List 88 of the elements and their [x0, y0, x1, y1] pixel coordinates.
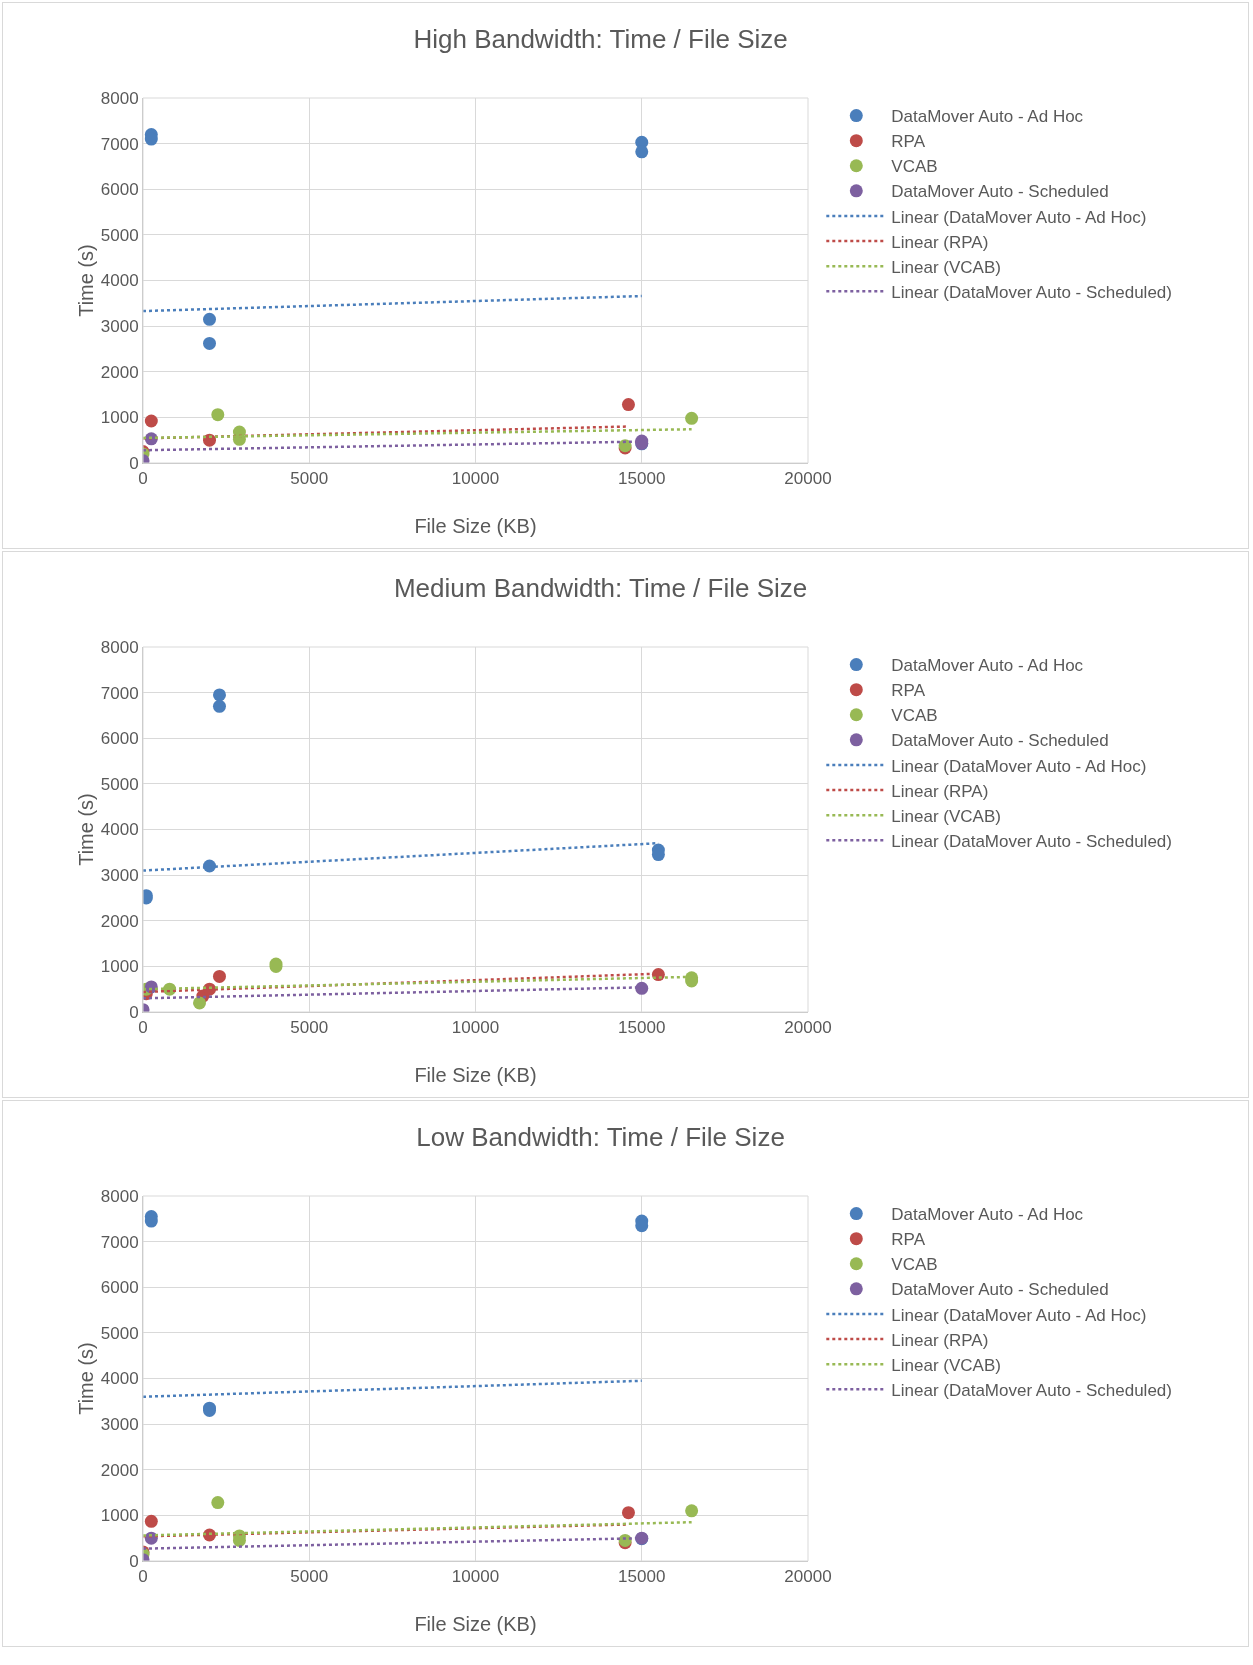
y-axis-title: Time (s) — [75, 1342, 97, 1415]
legend-label: Linear (DataMover Auto - Ad Hoc) — [891, 756, 1147, 776]
legend-label: VCAB — [891, 706, 938, 726]
y-tick-label: 3000 — [100, 317, 139, 337]
legend-label: RPA — [891, 681, 926, 701]
y-tick-label: 5000 — [100, 225, 139, 245]
x-tick-label: 10000 — [451, 1567, 500, 1587]
point — [144, 414, 158, 428]
x-tick-label: 20000 — [784, 1018, 832, 1038]
legend-label: Linear (VCAB) — [891, 806, 1001, 826]
x-tick-label: 5000 — [290, 1018, 329, 1038]
x-axis-title: File Size (KB) — [414, 515, 537, 537]
y-tick-label: 3000 — [100, 866, 139, 886]
y-tick-label: 3000 — [100, 1415, 139, 1435]
chart-title: Medium Bandwidth: Time / File Size — [393, 573, 808, 604]
x-tick-label: 10000 — [451, 1018, 500, 1038]
legend-label: DataMover Auto - Scheduled — [891, 182, 1109, 202]
x-tick-label: 5000 — [290, 469, 329, 489]
y-axis-title: Time (s) — [75, 793, 97, 866]
x-axis-title: File Size (KB) — [414, 1064, 537, 1086]
point — [211, 1496, 225, 1510]
y-tick-label: 0 — [129, 1551, 139, 1571]
y-tick-label: 1000 — [100, 1506, 139, 1526]
point — [212, 699, 226, 713]
legend-label: Linear (DataMover Auto - Ad Hoc) — [891, 1305, 1147, 1325]
legend-label: DataMover Auto - Ad Hoc — [891, 107, 1084, 127]
x-tick-label: 15000 — [618, 1567, 666, 1587]
y-tick-label: 7000 — [100, 683, 139, 703]
y-tick-label: 4000 — [100, 271, 139, 291]
y-tick-label: 2000 — [100, 911, 139, 931]
y-tick-label: 0 — [129, 1002, 139, 1022]
legend-label: Linear (VCAB) — [891, 1355, 1001, 1375]
y-tick-label: 7000 — [100, 134, 139, 154]
x-tick-label: 15000 — [618, 1018, 666, 1038]
x-axis-title: File Size (KB) — [414, 1613, 537, 1635]
point — [193, 996, 207, 1010]
legend-label: Linear (RPA) — [891, 232, 989, 252]
legend-label: DataMover Auto - Ad Hoc — [891, 656, 1084, 676]
point — [685, 411, 699, 425]
legend-label: Linear (RPA) — [891, 1330, 989, 1350]
point — [635, 145, 649, 159]
point — [212, 688, 226, 702]
point — [203, 336, 216, 350]
point — [211, 408, 225, 422]
legend-label: VCAB — [891, 1255, 938, 1275]
y-tick-label: 5000 — [100, 1323, 139, 1343]
legend-label: RPA — [891, 1230, 926, 1250]
y-tick-label: 5000 — [100, 774, 139, 794]
legend-label: DataMover Auto - Scheduled — [891, 1280, 1109, 1300]
legend-label: DataMover Auto - Ad Hoc — [891, 1205, 1084, 1225]
y-tick-label: 1000 — [100, 408, 139, 428]
point — [212, 969, 226, 983]
y-tick-label: 6000 — [100, 1278, 139, 1298]
legend-label: Linear (DataMover Auto - Scheduled) — [891, 1380, 1172, 1400]
y-tick-label: 4000 — [100, 820, 139, 840]
x-tick-label: 5000 — [290, 1567, 329, 1587]
x-tick-label: 10000 — [451, 469, 500, 489]
legend-label: RPA — [891, 132, 926, 152]
y-tick-label: 8000 — [100, 88, 139, 108]
point — [621, 1506, 635, 1520]
chart-title: Low Bandwidth: Time / File Size — [416, 1122, 785, 1153]
y-tick-label: 2000 — [100, 362, 139, 382]
legend-label: Linear (DataMover Auto - Scheduled) — [891, 282, 1172, 302]
y-tick-label: 7000 — [100, 1232, 139, 1252]
point — [685, 1504, 699, 1518]
y-tick-label: 8000 — [100, 637, 139, 657]
x-tick-label: 20000 — [784, 469, 832, 489]
legend-label: Linear (RPA) — [891, 781, 989, 801]
y-tick-label: 0 — [129, 453, 139, 473]
point — [203, 312, 216, 326]
legend-label: VCAB — [891, 157, 938, 177]
point — [144, 1514, 158, 1528]
y-axis-title: Time (s) — [75, 244, 97, 317]
y-tick-label: 4000 — [100, 1369, 139, 1389]
legend-label: Linear (DataMover Auto - Scheduled) — [891, 831, 1172, 851]
y-tick-label: 1000 — [100, 957, 139, 977]
y-tick-label: 6000 — [100, 729, 139, 749]
chart-title: High Bandwidth: Time / File Size — [413, 24, 788, 55]
x-tick-label: 20000 — [784, 1567, 832, 1587]
y-tick-label: 6000 — [100, 180, 139, 200]
legend-label: Linear (DataMover Auto - Ad Hoc) — [891, 207, 1147, 227]
point — [635, 981, 649, 995]
point — [621, 398, 635, 412]
legend-label: DataMover Auto - Scheduled — [891, 731, 1109, 751]
x-tick-label: 15000 — [618, 469, 666, 489]
legend-label: Linear (VCAB) — [891, 257, 1001, 277]
y-tick-label: 2000 — [100, 1460, 139, 1480]
y-tick-label: 8000 — [100, 1186, 139, 1206]
